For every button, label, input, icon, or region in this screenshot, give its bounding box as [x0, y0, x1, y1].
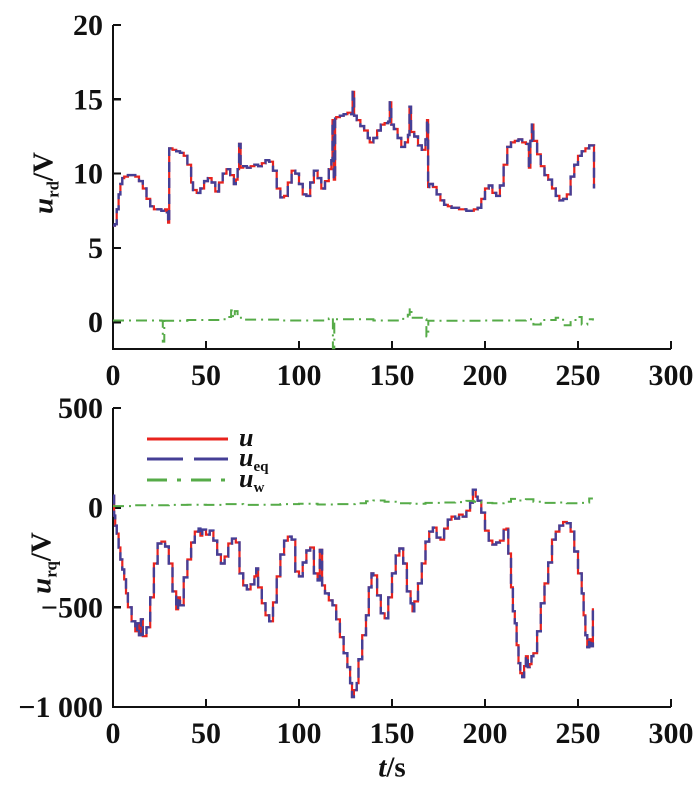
legend-label-u-eq-sub: eq — [253, 459, 269, 476]
x-axis-label-unit: /s — [386, 751, 406, 784]
x-axis-label-symbol: t — [378, 751, 387, 784]
u_rd_panel-ytick-label: 15 — [73, 83, 103, 116]
u_rq_panel-xtick-label: 250 — [556, 717, 601, 750]
u_rq_panel-ytick-label: 500 — [58, 392, 103, 425]
u_rq_panel-xtick-label: 0 — [106, 717, 121, 750]
u_rq_panel-series-u_w — [113, 497, 593, 508]
u_rd_panel-xtick-label: 150 — [370, 359, 415, 392]
top-y-axis-label-unit: /V — [27, 152, 60, 182]
legend-label-u-w: uw — [239, 463, 264, 495]
u_rd_panel-xtick-label: 250 — [556, 359, 601, 392]
u_rq_panel-ytick-label: −500 — [41, 591, 103, 624]
u_rq_panel-xtick-label: 200 — [463, 717, 508, 750]
u_rq_panel-xtick-label: 300 — [649, 717, 694, 750]
legend-label-u-eq-text: u — [239, 442, 254, 472]
bottom-y-axis-label-subscript: rq — [41, 561, 61, 578]
u_rd_panel-ytick-label: 20 — [73, 9, 103, 42]
u_rd_panel-xtick-label: 200 — [463, 359, 508, 392]
bottom-y-axis-label-unit: /V — [25, 532, 58, 562]
u_rd_panel-xtick-label: 300 — [649, 359, 694, 392]
legend-label-u-eq: ueq — [239, 442, 269, 474]
u_rd_panel-axes — [111, 25, 671, 351]
u_rd_panel-xtick-label: 100 — [277, 359, 322, 392]
top-y-axis-label-symbol: u — [27, 197, 60, 214]
top-y-axis-label: urd/V — [27, 152, 63, 214]
u_rd_panel-series-u_w — [113, 307, 594, 350]
legend-label-u: u — [239, 422, 254, 452]
legend-label-u-w-text: u — [239, 463, 254, 493]
u_rd_panel-xtick-label: 50 — [191, 359, 221, 392]
u_rq_panel-xtick-label: 100 — [277, 717, 322, 750]
bottom-y-axis-label: urq/V — [25, 532, 61, 594]
x-axis-label: t/s — [378, 751, 406, 784]
u_rq_panel-xtick-label: 50 — [191, 717, 221, 750]
bottom-y-axis-label-symbol: u — [25, 577, 58, 594]
u_rd_panel-ytick-label: 0 — [88, 306, 103, 339]
u_rq_panel-ytick-label: 0 — [88, 492, 103, 525]
legend-label-u-text: u — [239, 422, 254, 452]
u_rd_panel-ytick-label: 5 — [88, 232, 103, 265]
top-y-axis-label-subscript: rd — [43, 181, 63, 198]
legend-label-u-w-sub: w — [253, 480, 265, 497]
u_rd_panel-xtick-label: 0 — [106, 359, 121, 392]
u_rq_panel-ytick-label: −1 000 — [18, 691, 103, 724]
u_rq_panel-axes — [111, 408, 671, 709]
u_rq_panel-series-u_eq — [112, 488, 595, 699]
u_rd_panel-series-u_eq — [113, 90, 596, 227]
u_rq_panel-xtick-label: 150 — [370, 717, 415, 750]
u_rd_panel-ytick-label: 10 — [73, 158, 103, 191]
